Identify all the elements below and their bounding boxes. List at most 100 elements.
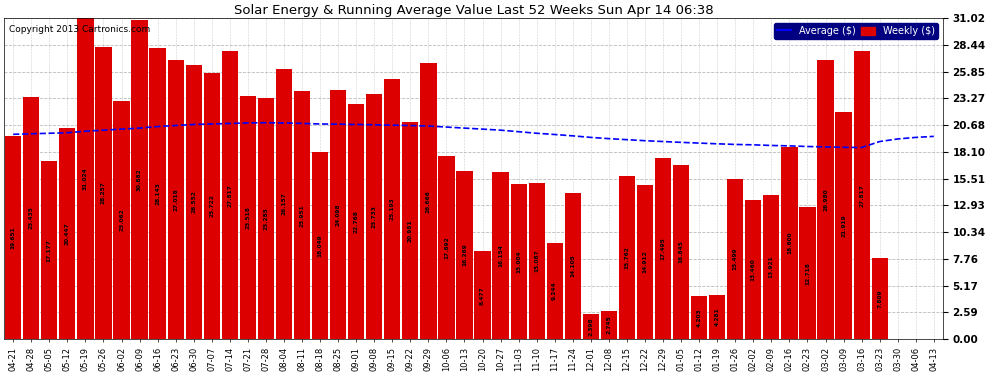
Bar <box>583 314 599 339</box>
Bar <box>673 165 689 339</box>
Bar <box>655 158 671 339</box>
Bar <box>511 184 527 339</box>
Text: 31.024: 31.024 <box>83 167 88 190</box>
Bar <box>348 104 364 339</box>
Text: 20.447: 20.447 <box>65 222 70 245</box>
Text: 23.951: 23.951 <box>300 204 305 226</box>
Text: 16.845: 16.845 <box>678 240 684 263</box>
Bar <box>439 156 454 339</box>
Text: 19.651: 19.651 <box>11 226 16 249</box>
Bar <box>384 78 400 339</box>
Text: 4.203: 4.203 <box>697 308 702 327</box>
Text: 4.281: 4.281 <box>715 308 720 326</box>
Text: 14.912: 14.912 <box>643 251 647 273</box>
Text: 20.981: 20.981 <box>408 219 413 242</box>
Bar <box>492 172 509 339</box>
Text: 14.105: 14.105 <box>570 255 575 278</box>
Text: 27.018: 27.018 <box>173 188 178 211</box>
Bar <box>871 258 888 339</box>
Text: 27.817: 27.817 <box>228 184 233 207</box>
Bar <box>546 243 563 339</box>
Bar <box>727 179 743 339</box>
Text: 17.177: 17.177 <box>47 239 51 262</box>
Bar <box>691 296 707 339</box>
Bar <box>59 128 75 339</box>
Bar <box>601 310 617 339</box>
Text: 27.817: 27.817 <box>859 184 864 207</box>
Text: 9.244: 9.244 <box>552 282 557 300</box>
Text: 23.733: 23.733 <box>371 205 377 228</box>
Text: 13.460: 13.460 <box>750 258 755 281</box>
Bar <box>763 195 779 339</box>
Text: 17.692: 17.692 <box>444 236 448 259</box>
Bar <box>132 20 148 339</box>
Bar <box>853 51 870 339</box>
Text: 26.666: 26.666 <box>426 190 431 213</box>
Bar <box>421 63 437 339</box>
Bar <box>474 251 491 339</box>
Bar <box>276 69 292 339</box>
Text: 23.435: 23.435 <box>29 206 34 229</box>
Bar <box>709 295 726 339</box>
Bar <box>456 171 472 339</box>
Bar <box>240 96 256 339</box>
Bar <box>167 60 184 339</box>
Bar <box>818 60 834 339</box>
Bar <box>77 18 93 339</box>
Text: 24.098: 24.098 <box>336 203 341 226</box>
Bar <box>5 136 22 339</box>
Legend: Average ($), Weekly ($): Average ($), Weekly ($) <box>774 23 938 39</box>
Text: 18.049: 18.049 <box>318 234 323 257</box>
Text: 25.193: 25.193 <box>390 197 395 220</box>
Text: 13.921: 13.921 <box>769 256 774 278</box>
Text: 28.143: 28.143 <box>155 182 160 205</box>
Bar <box>637 185 653 339</box>
Bar <box>402 122 419 339</box>
Bar <box>312 152 329 339</box>
Bar <box>529 183 545 339</box>
Bar <box>204 73 220 339</box>
Bar <box>23 97 40 339</box>
Text: 30.882: 30.882 <box>137 168 142 191</box>
Bar <box>42 161 57 339</box>
Text: 2.398: 2.398 <box>588 317 593 336</box>
Text: 25.722: 25.722 <box>209 195 214 217</box>
Bar <box>294 92 310 339</box>
Text: 16.269: 16.269 <box>462 243 467 266</box>
Text: 17.495: 17.495 <box>660 237 665 260</box>
Bar <box>619 176 635 339</box>
Bar <box>330 90 346 339</box>
Text: 26.980: 26.980 <box>823 188 828 211</box>
Bar <box>95 47 112 339</box>
Text: 26.552: 26.552 <box>191 190 196 213</box>
Text: Copyright 2013 Cartronics.com: Copyright 2013 Cartronics.com <box>9 25 150 34</box>
Text: 21.919: 21.919 <box>842 214 846 237</box>
Bar <box>185 64 202 339</box>
Text: 26.157: 26.157 <box>281 192 286 215</box>
Text: 15.499: 15.499 <box>733 248 738 270</box>
Text: 16.154: 16.154 <box>498 244 503 267</box>
Text: 15.087: 15.087 <box>535 250 540 272</box>
Text: 15.762: 15.762 <box>625 246 630 269</box>
Text: 18.600: 18.600 <box>787 231 792 254</box>
Bar <box>366 94 382 339</box>
Bar <box>745 200 761 339</box>
Text: 12.718: 12.718 <box>805 262 810 285</box>
Bar <box>257 98 274 339</box>
Text: 7.809: 7.809 <box>877 290 882 308</box>
Bar <box>222 51 238 339</box>
Text: 23.285: 23.285 <box>263 207 268 230</box>
Bar <box>564 193 581 339</box>
Text: 22.768: 22.768 <box>353 210 358 233</box>
Bar <box>149 48 165 339</box>
Text: 23.518: 23.518 <box>246 206 250 229</box>
Bar <box>799 207 816 339</box>
Text: 2.745: 2.745 <box>607 315 612 334</box>
Title: Solar Energy & Running Average Value Last 52 Weeks Sun Apr 14 06:38: Solar Energy & Running Average Value Las… <box>234 4 714 17</box>
Text: 23.062: 23.062 <box>119 209 124 231</box>
Text: 15.004: 15.004 <box>516 250 521 273</box>
Text: 28.257: 28.257 <box>101 182 106 204</box>
Text: 8.477: 8.477 <box>480 286 485 304</box>
Bar <box>114 100 130 339</box>
Bar <box>836 112 851 339</box>
